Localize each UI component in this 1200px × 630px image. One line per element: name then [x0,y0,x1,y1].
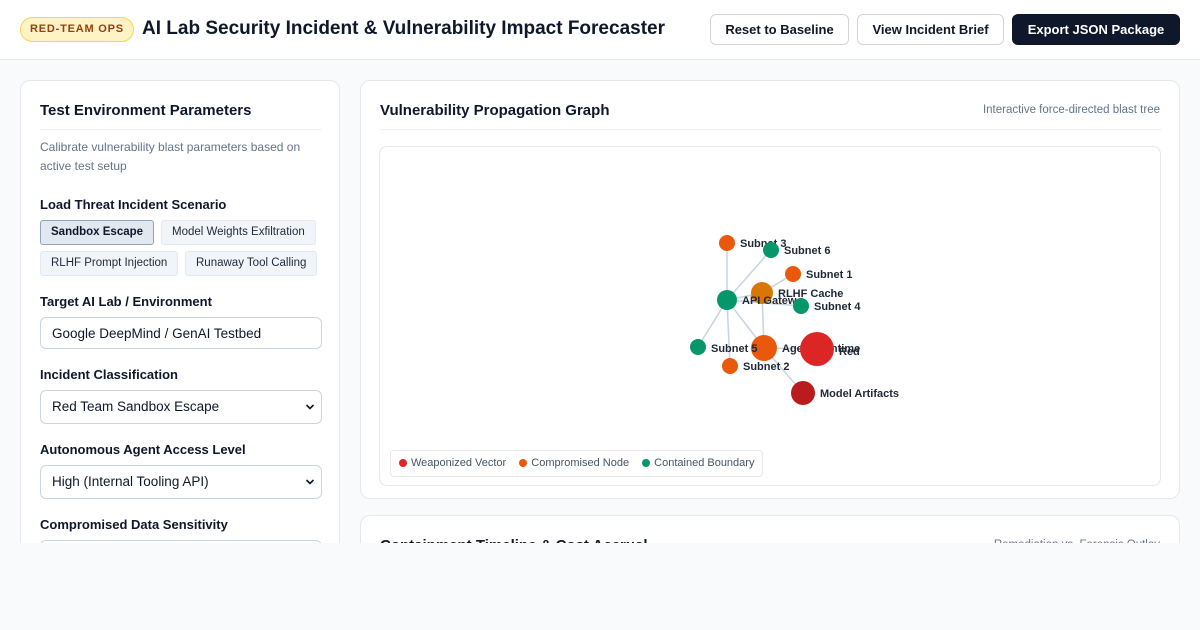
graph-subtitle: Interactive force-directed blast tree [982,104,1160,116]
legend-weaponized: Weaponized Vector [399,451,506,476]
legend-label: Contained Boundary [654,457,755,469]
graph-node-rlhf[interactable]: RLHF Cache [751,282,843,304]
view-brief-button[interactable]: View Incident Brief [857,14,1004,45]
scenario-sandbox-escape[interactable]: Sandbox Escape [40,220,155,245]
graph-canvas[interactable]: Subnet 3 Subnet 6 Subnet 1 RLHF Cache API Ga… [379,146,1161,486]
graph-edge [726,249,772,301]
graph-node-subnet5[interactable]: Subnet 5 [690,339,757,355]
graph-edge [726,299,731,367]
propagation-graph-panel: Vulnerability Propagation Graph Interact… [360,80,1180,499]
classification-value: Red Team Sandbox Escape [52,399,220,414]
node-circle[interactable] [793,298,809,314]
graph-node-red[interactable]: Red [800,332,860,366]
graph-node-subnet4[interactable]: Subnet 4 [793,298,861,314]
graph-node-model[interactable]: Model Artifacts [791,381,899,405]
parameters-title: Test Environment Parameters [40,102,252,119]
node-label: Subnet 2 [743,361,789,373]
graph-node-subnet1[interactable]: Subnet 1 [785,266,852,282]
target-environment-input[interactable] [40,317,322,349]
scenario-label: Load Threat Incident Scenario [40,197,227,212]
node-label: Subnet 4 [814,301,861,313]
parameters-divider [40,129,322,130]
graph-node-subnet2[interactable]: Subnet 2 [722,358,789,374]
classification-label: Incident Classification [40,367,178,382]
access-label: Autonomous Agent Access Level [40,442,246,457]
node-circle[interactable] [690,339,706,355]
legend-dot [519,459,528,467]
node-circle[interactable] [717,290,737,310]
scenario-runaway-tools[interactable]: Runaway Tool Calling [185,251,318,276]
node-label: API Gatew [742,295,797,307]
chevron-down-icon [305,404,315,410]
legend-dot [399,459,407,467]
access-level-select[interactable]: High (Internal Tooling API) [40,465,322,499]
reset-button[interactable]: Reset to Baseline [710,14,849,45]
scenario-weights-exfiltration[interactable]: Model Weights Exfiltration [161,220,316,245]
node-label: Subnet 1 [806,269,852,281]
node-circle[interactable] [719,235,735,251]
parameters-panel: Test Environment Parameters Calibrate vu… [20,80,340,620]
access-level-value: High (Internal Tooling API) [52,474,209,489]
page-title: AI Lab Security Incident & Vulnerability… [142,18,665,39]
legend-label: Compromised Node [531,457,630,469]
node-circle[interactable] [785,266,801,282]
export-json-button[interactable]: Export JSON Package [1012,14,1180,45]
node-circle[interactable] [763,242,779,258]
viewport-bottom [0,543,1200,630]
chevron-down-icon [305,479,315,485]
sensitivity-label: Compromised Data Sensitivity [40,517,228,532]
classification-select[interactable]: Red Team Sandbox Escape [40,390,322,424]
parameters-description: Calibrate vulnerability blast parameters… [40,140,301,173]
graph-node-api[interactable]: API Gatew [717,290,797,310]
node-circle[interactable] [800,332,834,366]
node-circle[interactable] [751,282,773,304]
node-label: Subnet 6 [784,245,830,257]
top-bar: RED-TEAM OPS AI Lab Security Incident & … [0,0,1200,60]
graph-node-subnet6[interactable]: Subnet 6 [763,242,830,258]
graph-divider [380,129,1162,130]
node-label: Red [839,346,860,358]
node-circle[interactable] [791,381,815,405]
legend-label: Weaponized Vector [411,457,507,469]
legend-dot [642,459,651,467]
node-label: RLHF Cache [778,288,843,300]
node-circle[interactable] [722,358,738,374]
red-team-badge: RED-TEAM OPS [20,17,134,42]
graph-legend: Weaponized Vector Compromised Node Conta… [390,450,764,477]
scenario-rlhf-injection[interactable]: RLHF Prompt Injection [40,251,179,276]
legend-contained: Contained Boundary [642,451,754,476]
graph-title: Vulnerability Propagation Graph [380,102,610,119]
target-label: Target AI Lab / Environment [40,294,212,309]
node-circle[interactable] [751,335,777,361]
node-label: Model Artifacts [820,388,899,400]
node-label: Subnet 5 [711,343,757,355]
legend-compromised: Compromised Node [519,451,629,476]
